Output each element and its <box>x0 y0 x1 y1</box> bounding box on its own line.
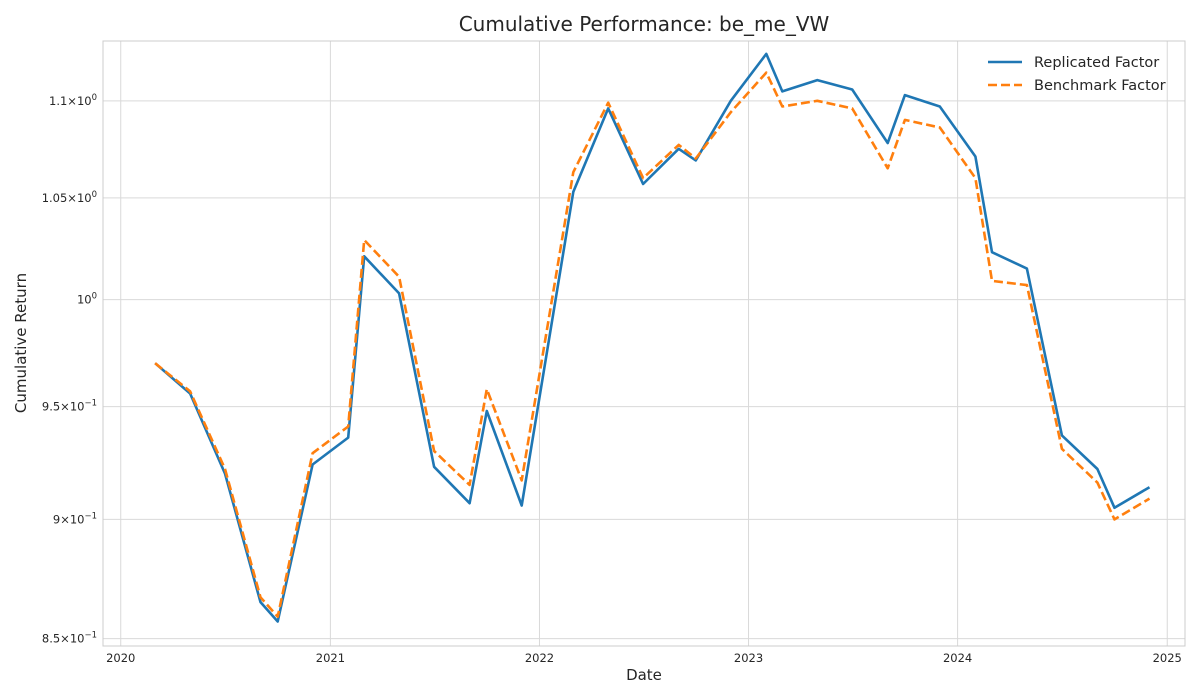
y-tick-label: 1.05×100 <box>42 190 97 205</box>
legend-label: Replicated Factor <box>1034 55 1159 71</box>
grid-layer <box>103 41 1185 646</box>
chart-title: Cumulative Performance: be_me_VW <box>459 12 830 36</box>
x-axis-label: Date <box>626 666 662 684</box>
series-line-2 <box>154 71 1151 618</box>
x-tick-label: 2025 <box>1153 651 1182 665</box>
y-tick-label: 1.1×100 <box>49 93 97 108</box>
y-axis-label: Cumulative Return <box>12 273 30 413</box>
x-tick-label: 2022 <box>525 651 554 665</box>
x-tick-label: 2020 <box>106 651 135 665</box>
legend: Replicated Factor Benchmark Factor <box>988 55 1166 94</box>
plot-area-frame <box>102 40 1186 647</box>
y-tick-label: 100 <box>77 292 97 307</box>
y-tick-label: 8.5×10−1 <box>42 631 97 646</box>
y-tick-labels: 8.5×10−1 9×10−1 9.5×10−1 100 1.05×100 1.1×100 <box>42 93 97 646</box>
x-tick-label: 2023 <box>734 651 763 665</box>
x-tick-label: 2024 <box>943 651 972 665</box>
series-layer <box>154 52 1151 623</box>
x-tick-labels: 2020 2021 2022 2023 2024 2025 <box>106 651 1182 665</box>
x-tick-label: 2021 <box>316 651 345 665</box>
legend-label: Benchmark Factor <box>1034 78 1166 94</box>
series-line-1 <box>154 52 1151 623</box>
y-tick-label: 9.5×10−1 <box>42 399 97 414</box>
y-tick-label: 9×10−1 <box>53 511 97 526</box>
